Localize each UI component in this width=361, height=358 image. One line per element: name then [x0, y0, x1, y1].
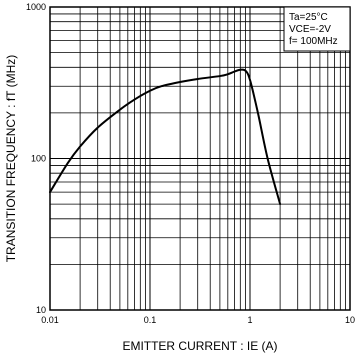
- plot-frame: [49, 6, 351, 311]
- y-axis-label: TRANSITION FREQUENCY : fT (MHz): [4, 55, 18, 263]
- y-tick-label: 1000: [26, 2, 46, 12]
- grid-lines: [50, 7, 350, 310]
- x-tick-label: 1: [247, 315, 252, 325]
- x-tick-label: 10: [345, 315, 355, 325]
- conditions-note: Ta=25°C VCE=-2V f= 100MHz: [283, 6, 351, 52]
- x-tick-label: 0.01: [41, 315, 59, 325]
- condition-temperature: Ta=25°C: [289, 12, 328, 23]
- y-tick-label: 10: [36, 305, 46, 315]
- x-axis-label: EMITTER CURRENT : IE (A): [122, 339, 277, 353]
- series-layer: [49, 68, 282, 206]
- x-tick-label: 0.1: [144, 315, 157, 325]
- conditions-box: [283, 6, 351, 52]
- fT-curve: [49, 68, 282, 206]
- y-tick-label: 100: [31, 154, 46, 164]
- condition-voltage: VCE=-2V: [289, 24, 331, 35]
- condition-frequency: f= 100MHz: [289, 36, 338, 47]
- tick-labels: 0.01 0.1 1 10 10 100 1000: [26, 2, 355, 325]
